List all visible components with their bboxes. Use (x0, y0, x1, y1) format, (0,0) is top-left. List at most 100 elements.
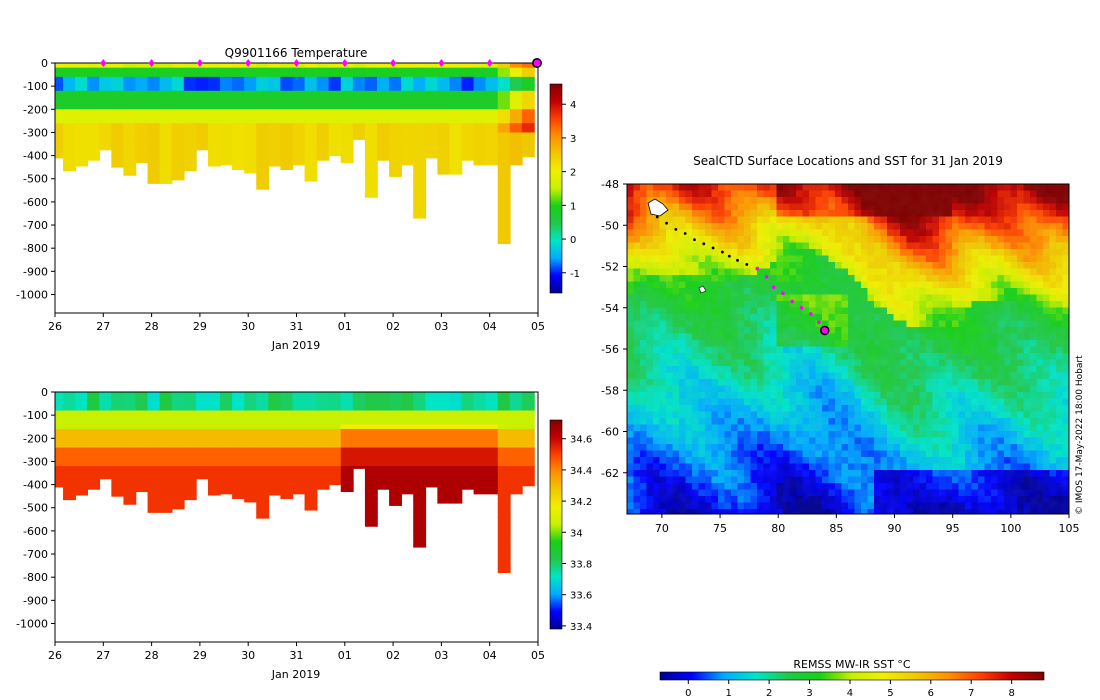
section-cell (497, 507, 511, 513)
section-cell (461, 67, 475, 73)
section-cell (207, 433, 221, 439)
section-cell (55, 470, 64, 476)
section-cell (244, 479, 258, 486)
section-cell (473, 81, 487, 87)
section-cell (473, 150, 487, 157)
section-cell (425, 104, 439, 110)
colorbar-tick-label: 1 (570, 201, 576, 212)
section-cell (159, 424, 173, 430)
section-cell (63, 438, 76, 444)
section-cell (183, 484, 197, 490)
section-cell (461, 452, 475, 458)
section-cell (256, 433, 270, 439)
section-cell (352, 452, 366, 458)
section-cell (159, 76, 173, 83)
section-cell (159, 429, 173, 435)
section-cell (328, 137, 342, 143)
section-cell (364, 447, 378, 453)
section-cell (401, 72, 415, 78)
y-tick-label: -800 (23, 242, 48, 255)
section-cell (364, 512, 378, 518)
section-cell (389, 405, 402, 412)
section-cell (292, 81, 306, 87)
section-cell (111, 118, 125, 124)
section-cell (352, 392, 366, 398)
section-cell (461, 90, 475, 96)
section-cell (304, 456, 318, 462)
section-cell (123, 447, 137, 453)
section-cell (316, 113, 330, 120)
section-cell (220, 118, 233, 124)
section-cell (364, 475, 378, 481)
section-cell (87, 484, 101, 490)
section-cell (220, 155, 233, 161)
section-cell (509, 489, 523, 495)
section-cell (111, 401, 125, 407)
section-cell (509, 118, 523, 124)
section-cell (75, 475, 89, 481)
section-cell (292, 90, 306, 96)
section-cell (232, 150, 245, 157)
section-cell (364, 100, 378, 106)
section-cell (389, 429, 402, 435)
section-cell (111, 123, 125, 129)
section-cell (87, 113, 101, 120)
section-cell (63, 447, 76, 453)
section-cell (509, 470, 523, 476)
section-cell (280, 146, 294, 152)
section-cell (135, 466, 149, 472)
section-cell (207, 466, 221, 472)
section-cell (183, 141, 197, 147)
section-cell (389, 164, 402, 170)
section-cell (207, 396, 221, 402)
section-cell (437, 76, 451, 83)
section-cell (485, 150, 499, 157)
section-cell (183, 461, 197, 467)
section-cell (364, 137, 378, 143)
section-cell (304, 415, 318, 421)
section-cell (232, 155, 245, 161)
section-cell (497, 164, 511, 170)
x-tick-label: 31 (290, 649, 304, 662)
section-cell (401, 447, 415, 453)
section-cell (292, 160, 306, 166)
section-cell (316, 415, 330, 421)
section-cell (364, 466, 378, 472)
section-cell (232, 146, 245, 152)
section-cell (316, 452, 330, 458)
section-cell (87, 81, 101, 87)
section-cell (352, 405, 366, 412)
section-cell (509, 452, 523, 458)
section-cell (244, 127, 258, 133)
section-cell (99, 396, 113, 402)
section-cell (280, 141, 294, 147)
section-cell (521, 410, 535, 416)
section-cell (268, 442, 282, 449)
section-cell (232, 100, 245, 106)
section-cell (473, 137, 487, 143)
section-cell (256, 155, 270, 161)
section-cell (244, 95, 258, 101)
section-cell (521, 479, 535, 486)
section-cell (63, 150, 76, 157)
section-cell (328, 452, 342, 458)
section-cell (352, 63, 366, 69)
section-cell (485, 424, 499, 430)
section-cell (63, 113, 76, 120)
section-cell (316, 392, 330, 398)
section-cell (413, 470, 427, 476)
section-cell (256, 118, 270, 124)
section-cell (401, 76, 415, 83)
x-tick-label: 28 (145, 649, 159, 662)
section-cell (461, 127, 475, 133)
sst-map-panel: SealCTD Surface Locations and SST for 31… (601, 154, 1085, 699)
section-cell (244, 433, 258, 439)
y-tick-label: -400 (23, 150, 48, 163)
section-cell (389, 447, 402, 453)
section-cell (449, 489, 463, 495)
section-cell (413, 475, 427, 481)
section-cell (389, 419, 402, 425)
section-cell (280, 456, 294, 462)
section-cell (389, 113, 402, 120)
section-cell (268, 155, 282, 161)
